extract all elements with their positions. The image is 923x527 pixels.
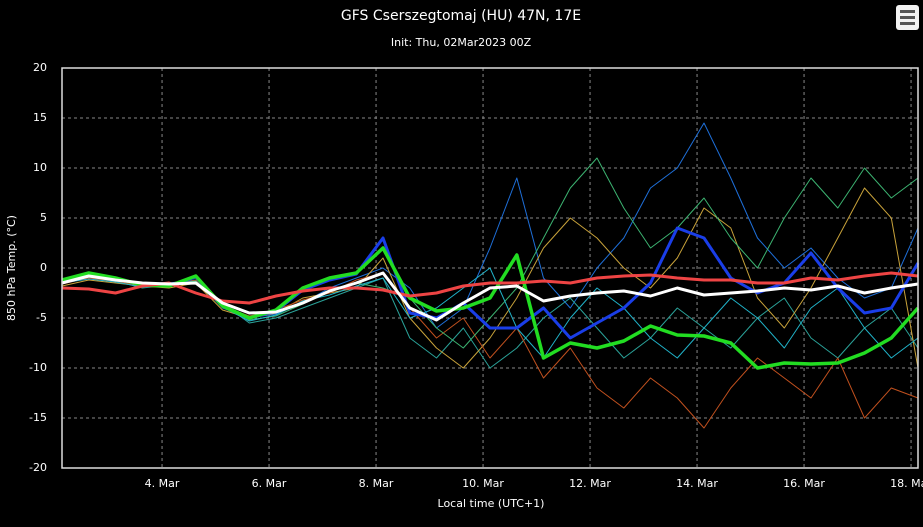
- series-line: [61, 271, 919, 305]
- menu-button[interactable]: [896, 5, 919, 30]
- y-tick-label: 15: [33, 111, 47, 124]
- x-tick-label: 12. Mar: [569, 477, 611, 490]
- chart-subtitle: Init: Thu, 02Mar2023 00Z: [391, 36, 532, 49]
- y-axis-title: 850 hPa Temp. (°C): [5, 215, 18, 321]
- series-line: [61, 246, 920, 370]
- y-tick-label: 0: [40, 261, 47, 274]
- y-tick-label: 10: [33, 161, 47, 174]
- plot-border: [61, 67, 919, 469]
- y-tick-label: -5: [36, 311, 47, 324]
- x-tick-label: 14. Mar: [676, 477, 718, 490]
- chart-title: GFS Cserszegtomaj (HU) 47N, 17E: [341, 8, 581, 24]
- x-axis-title: Local time (UTC+1): [438, 497, 545, 510]
- x-tick-label: 18. Mar: [890, 477, 923, 490]
- menu-line: [900, 10, 915, 13]
- x-tick-label: 16. Mar: [783, 477, 825, 490]
- x-tick-label: 4. Mar: [145, 477, 180, 490]
- menu-line: [900, 22, 915, 25]
- x-tick-label: 6. Mar: [252, 477, 287, 490]
- y-tick-label: -15: [29, 411, 47, 424]
- y-tick-label: -20: [29, 461, 47, 474]
- y-tick-label: -10: [29, 361, 47, 374]
- menu-line: [900, 16, 915, 19]
- x-tick-label: 8. Mar: [359, 477, 394, 490]
- y-tick-label: 5: [40, 211, 47, 224]
- x-tick-label: 10. Mar: [462, 477, 504, 490]
- series-line: [61, 187, 919, 369]
- y-tick-label: 20: [33, 61, 47, 74]
- series-line: [61, 271, 919, 322]
